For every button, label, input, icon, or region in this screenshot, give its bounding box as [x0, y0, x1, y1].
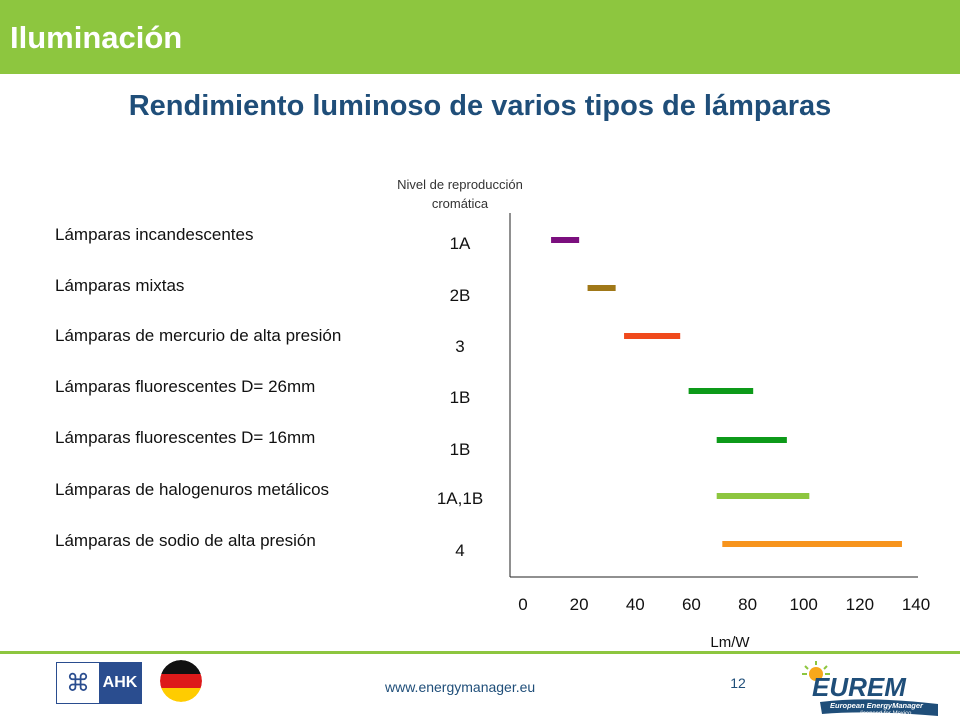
header-bar: Iluminación	[0, 0, 960, 74]
x-tick-label: 60	[682, 595, 701, 614]
lamp-label: Lámparas de mercurio de alta presión	[55, 326, 342, 345]
lamp-label: Lámparas de halogenuros metálicos	[55, 480, 330, 499]
website-url[interactable]: www.energymanager.eu	[385, 679, 536, 695]
slide-title: Rendimiento luminoso de varios tipos de …	[128, 90, 832, 122]
x-tick-label: 0	[518, 595, 527, 614]
lamp-label: Lámparas mixtas	[55, 276, 185, 295]
cri-column-header: Nivel de reproducción cromática	[370, 175, 550, 213]
eurem-license: licensed for Mexico	[860, 711, 912, 717]
x-tick-label: 100	[790, 595, 818, 614]
cri-value: 1A,1B	[436, 489, 484, 508]
x-axis-label: Lm/W	[710, 634, 750, 651]
x-tick-label: 80	[738, 595, 757, 614]
sun-icon	[802, 661, 830, 681]
eurem-logo-text: EUREM	[812, 672, 907, 702]
lamp-label: Lámparas fluorescentes D= 16mm	[55, 428, 316, 447]
ahk-knot-icon: ⌘	[66, 669, 90, 697]
cri-value: 2B	[449, 286, 471, 305]
lamp-label: Lámparas incandescentes	[55, 225, 254, 244]
x-tick-label: 20	[570, 595, 589, 614]
eurem-subtitle: European EnergyManager	[830, 701, 924, 710]
cri-value: 4	[455, 541, 465, 560]
eurem-logo: EUREM European EnergyManager licensed fo…	[802, 661, 938, 717]
section-title: Iluminación	[10, 20, 183, 55]
lamp-label: Lámparas fluorescentes D= 26mm	[55, 377, 316, 396]
cri-value: 3	[455, 337, 465, 356]
cri-header-line2: cromática	[431, 196, 489, 211]
ahk-logo-text: AHK	[99, 663, 141, 703]
energy-efficiency-logo	[160, 660, 202, 702]
x-tick-label: 140	[902, 595, 930, 614]
ahk-logo: ⌘ AHK	[56, 662, 142, 704]
cri-value: 1B	[449, 440, 471, 459]
page-number: 12	[730, 675, 746, 691]
x-tick-label: 120	[846, 595, 874, 614]
footer-divider	[0, 651, 960, 654]
cri-header-line1: Nivel de reproducción	[397, 177, 523, 192]
x-tick-label: 40	[626, 595, 645, 614]
cri-value: 1B	[449, 388, 471, 407]
cri-value: 1A	[449, 234, 471, 253]
lamp-label: Lámparas de sodio de alta presión	[55, 531, 316, 550]
